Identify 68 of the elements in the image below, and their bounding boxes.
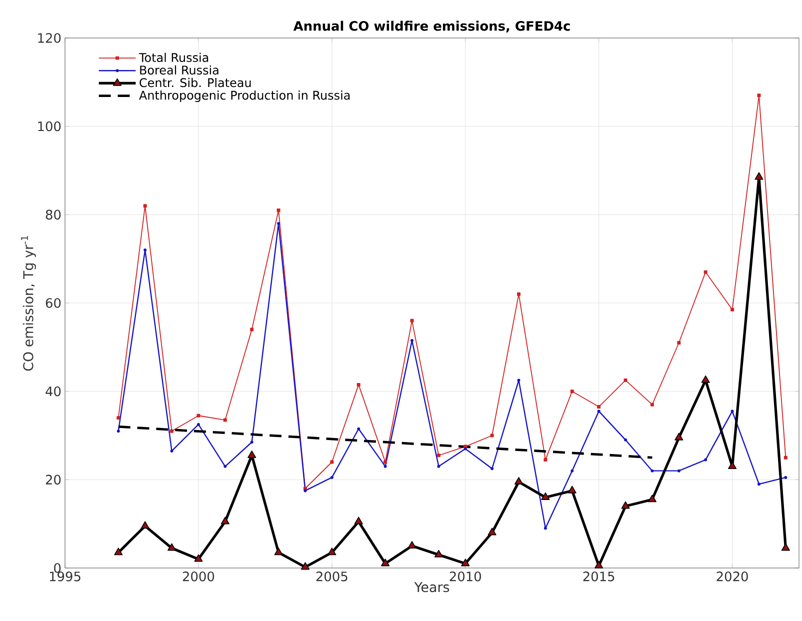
point — [594, 560, 604, 568]
point — [517, 292, 520, 296]
point — [730, 308, 734, 312]
point — [170, 429, 174, 433]
point — [597, 405, 601, 409]
point — [728, 462, 737, 470]
point — [648, 494, 656, 502]
point — [621, 501, 630, 509]
point — [544, 458, 548, 462]
point — [624, 378, 628, 382]
y-axis-title: CO emission, Tg yr$^{-1}$ — [21, 236, 36, 371]
y-tick-label: 120 — [38, 33, 61, 43]
legend-label: Anthropogenic Production in Russia — [139, 90, 350, 102]
point — [276, 208, 280, 212]
point — [384, 460, 388, 464]
x-axis-title: Years — [414, 582, 450, 592]
point — [410, 318, 414, 322]
point — [677, 341, 681, 344]
x-tick-label: 1995 — [50, 572, 80, 582]
y-tick-label: 100 — [38, 121, 61, 132]
y-tick-label: 60 — [46, 298, 61, 308]
y-tick-label: 0 — [54, 563, 61, 573]
point — [490, 434, 494, 438]
point — [250, 328, 254, 332]
point — [274, 548, 283, 556]
y-tick-label: 80 — [46, 210, 61, 220]
x-tick-label: 2005 — [316, 572, 348, 582]
point — [381, 558, 390, 566]
point — [674, 432, 684, 440]
y-tick-label: 40 — [46, 386, 61, 396]
point — [514, 476, 524, 485]
point — [461, 558, 470, 566]
x-tick-label: 2020 — [716, 572, 748, 582]
point — [754, 172, 764, 180]
point — [408, 541, 416, 549]
point — [114, 548, 123, 556]
chart-title: Annual CO wildfire emissions, GFED4c — [293, 20, 570, 32]
point — [196, 414, 200, 418]
point — [784, 456, 788, 460]
x-tick-label: 2000 — [182, 572, 214, 582]
legend-label: Boreal Russia — [140, 65, 218, 75]
point — [436, 454, 440, 458]
point — [356, 382, 360, 386]
point — [434, 550, 443, 558]
point — [194, 554, 203, 562]
point — [354, 516, 363, 524]
point — [300, 562, 310, 570]
point — [701, 375, 710, 383]
legend-label: Total Russia — [138, 52, 208, 62]
point — [568, 486, 576, 494]
point — [328, 548, 336, 556]
point — [140, 521, 150, 529]
point — [223, 418, 227, 422]
point — [541, 492, 550, 500]
point — [650, 402, 654, 406]
point — [330, 460, 334, 464]
point — [248, 450, 256, 458]
point — [116, 416, 120, 420]
x-tick-label: 2015 — [583, 572, 614, 582]
point — [220, 516, 230, 524]
x-tick-label: 2010 — [450, 572, 481, 582]
y-tick-label: 20 — [46, 474, 61, 485]
legend-label: Centr. Sib. Plateau — [140, 78, 251, 88]
point — [570, 390, 574, 394]
point — [143, 204, 147, 208]
point — [704, 270, 708, 274]
point — [488, 528, 496, 536]
point — [757, 94, 761, 98]
